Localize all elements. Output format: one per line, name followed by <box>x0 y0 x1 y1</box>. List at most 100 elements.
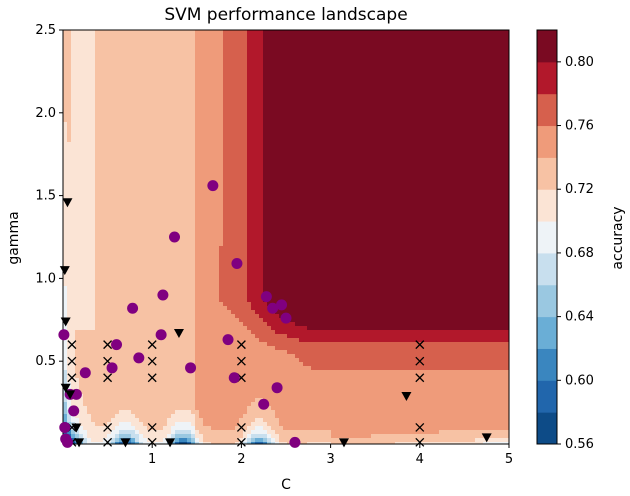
contour-cell <box>327 114 332 119</box>
contour-cell <box>63 54 68 59</box>
contour-cell <box>383 126 388 131</box>
contour-cell <box>131 58 136 63</box>
contour-cell <box>151 86 156 91</box>
contour-cell <box>307 202 312 207</box>
contour-cell <box>291 30 296 35</box>
contour-cell <box>199 118 204 123</box>
contour-cell <box>123 158 128 163</box>
contour-cell <box>259 34 264 39</box>
contour-cell <box>279 186 284 191</box>
contour-cell <box>139 70 144 75</box>
contour-cell <box>71 106 76 111</box>
contour-cell <box>279 42 284 47</box>
contour-cell <box>119 190 124 195</box>
contour-cell <box>479 174 484 179</box>
contour-cell <box>335 182 340 187</box>
contour-cell <box>63 162 68 167</box>
contour-cell <box>275 158 280 163</box>
contour-cell <box>87 142 92 147</box>
contour-cell <box>475 134 480 139</box>
contour-cell <box>155 114 160 119</box>
contour-cell <box>475 198 480 203</box>
contour-cell <box>459 38 464 43</box>
contour-cell <box>447 58 452 63</box>
contour-cell <box>271 158 276 163</box>
contour-cell <box>463 190 468 195</box>
contour-cell <box>415 94 420 99</box>
contour-cell <box>307 142 312 147</box>
contour-cell <box>423 182 428 187</box>
contour-cell <box>391 74 396 79</box>
contour-cell <box>127 62 132 67</box>
contour-cell <box>211 94 216 99</box>
contour-cell <box>359 46 364 51</box>
contour-cell <box>483 114 488 119</box>
contour-cell <box>155 78 160 83</box>
contour-cell <box>307 30 312 35</box>
contour-cell <box>379 54 384 59</box>
contour-cell <box>335 30 340 35</box>
contour-cell <box>239 118 244 123</box>
contour-cell <box>311 150 316 155</box>
contour-cell <box>211 46 216 51</box>
contour-cell <box>107 86 112 91</box>
contour-cell <box>451 62 456 67</box>
contour-cell <box>363 138 368 143</box>
contour-cell <box>423 78 428 83</box>
contour-cell <box>175 82 180 87</box>
contour-cell <box>299 62 304 67</box>
contour-cell <box>483 154 488 159</box>
contour-cell <box>303 74 308 79</box>
contour-cell <box>115 178 120 183</box>
contour-cell <box>471 122 476 127</box>
contour-cell <box>203 146 208 151</box>
contour-cell <box>427 130 432 135</box>
contour-cell <box>175 42 180 47</box>
contour-cell <box>203 170 208 175</box>
contour-cell <box>463 110 468 115</box>
contour-cell <box>127 190 132 195</box>
contour-cell <box>223 42 228 47</box>
contour-cell <box>219 46 224 51</box>
contour-cell <box>251 86 256 91</box>
contour-cell <box>339 54 344 59</box>
contour-cell <box>279 190 284 195</box>
contour-cell <box>479 162 484 167</box>
contour-cell <box>163 186 168 191</box>
contour-cell <box>495 94 500 99</box>
contour-cell <box>275 90 280 95</box>
contour-cell <box>295 66 300 71</box>
contour-cell <box>327 34 332 39</box>
contour-cell <box>251 114 256 119</box>
contour-cell <box>459 162 464 167</box>
contour-cell <box>223 190 228 195</box>
contour-cell <box>431 50 436 55</box>
contour-cell <box>447 98 452 103</box>
contour-cell <box>99 202 104 207</box>
contour-cell <box>307 82 312 87</box>
contour-cell <box>71 130 76 135</box>
contour-cell <box>143 34 148 39</box>
contour-cell <box>331 182 336 187</box>
contour-cell <box>199 34 204 39</box>
contour-cell <box>99 126 104 131</box>
contour-cell <box>263 90 268 95</box>
contour-cell <box>431 138 436 143</box>
contour-cell <box>151 186 156 191</box>
contour-cell <box>135 62 140 67</box>
contour-cell <box>295 138 300 143</box>
contour-cell <box>359 178 364 183</box>
contour-cell <box>211 90 216 95</box>
contour-cell <box>455 78 460 83</box>
contour-cell <box>259 118 264 123</box>
contour-cell <box>95 90 100 95</box>
contour-cell <box>311 94 316 99</box>
contour-cell <box>231 82 236 87</box>
contour-cell <box>363 54 368 59</box>
contour-cell <box>195 198 200 203</box>
contour-cell <box>299 38 304 43</box>
contour-cell <box>399 110 404 115</box>
contour-cell <box>211 174 216 179</box>
contour-cell <box>263 62 268 67</box>
contour-cell <box>179 106 184 111</box>
